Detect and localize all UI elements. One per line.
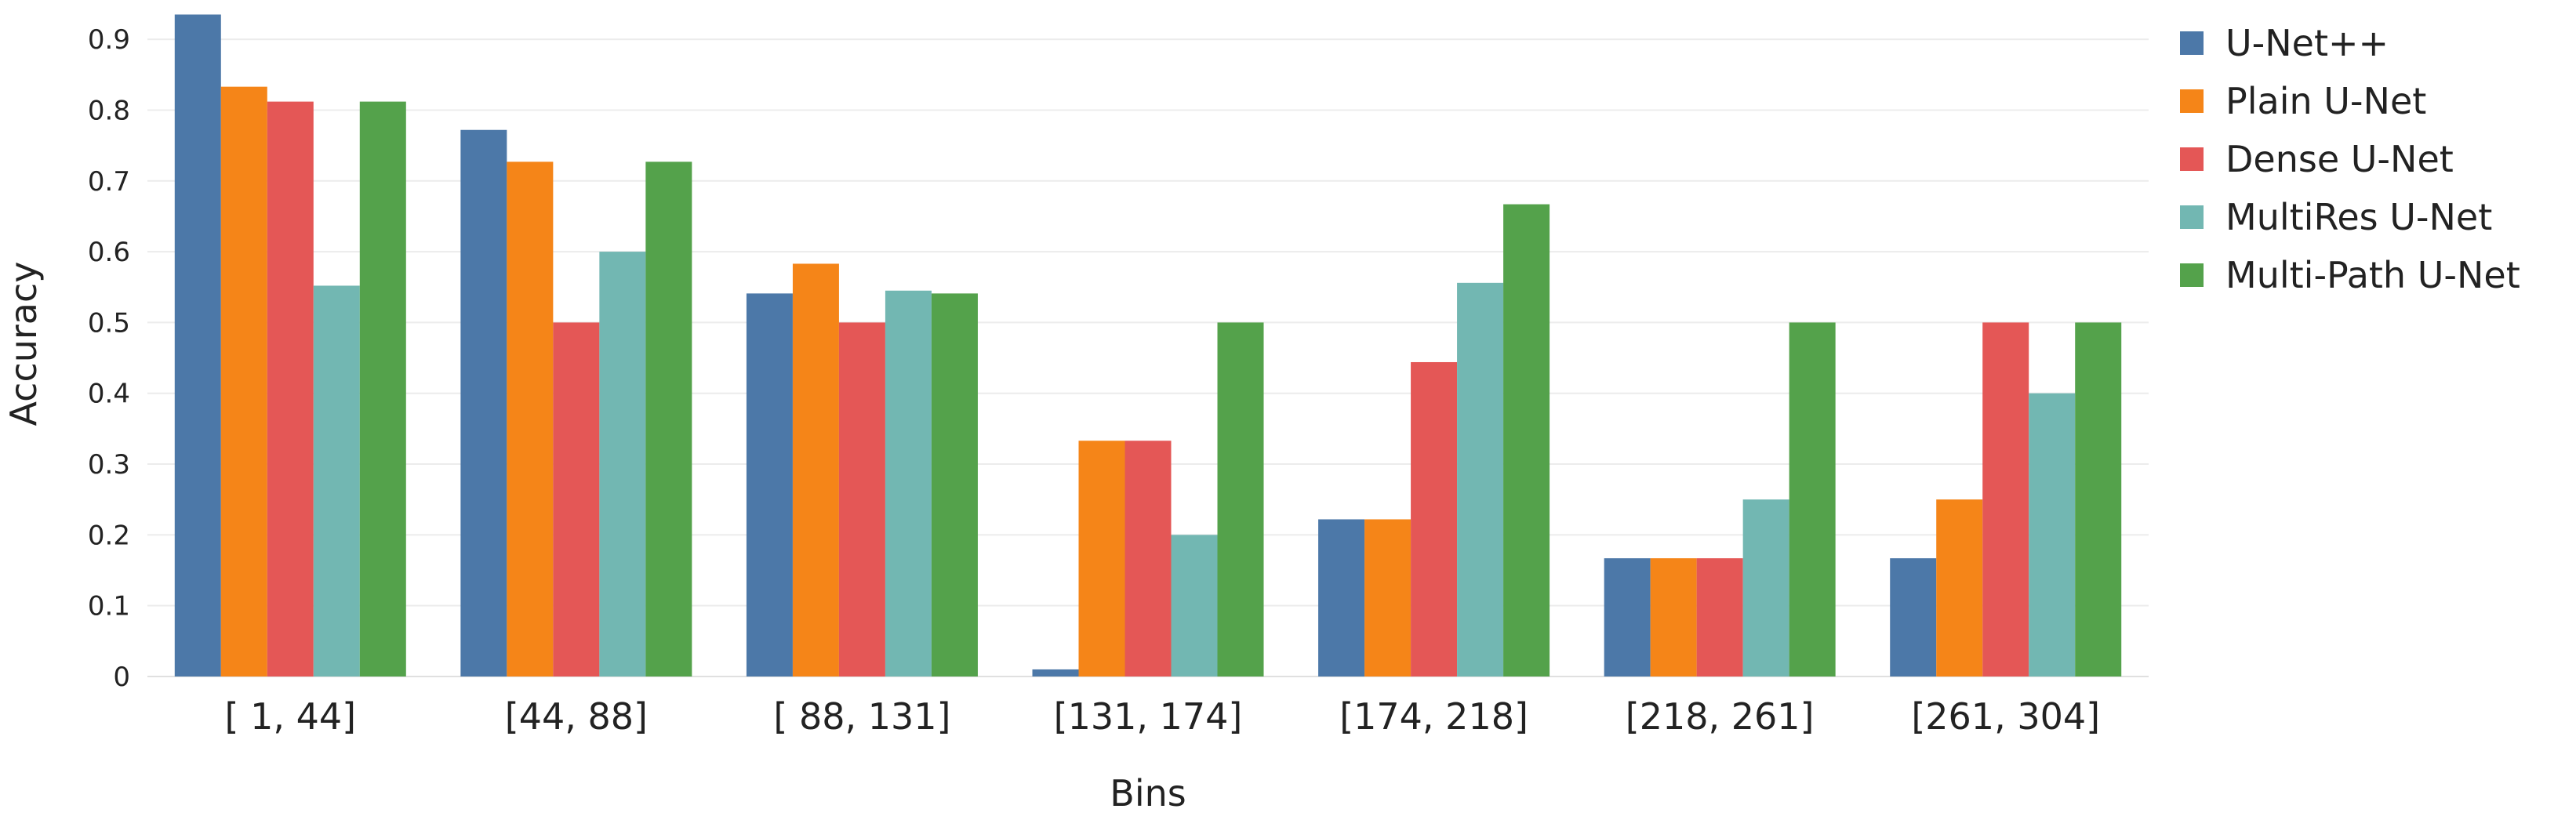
bar[interactable] — [1982, 322, 2029, 676]
bar[interactable] — [359, 101, 406, 676]
legend-item[interactable]: Multi-Path U-Net — [2180, 254, 2520, 296]
y-tick-label: 0.5 — [88, 307, 130, 339]
y-tick-label: 0.2 — [88, 520, 130, 551]
bar[interactable] — [885, 290, 932, 676]
bar[interactable] — [2029, 393, 2076, 676]
bar[interactable] — [2075, 322, 2122, 676]
x-tick-label: [174, 218] — [1339, 695, 1528, 738]
bar[interactable] — [313, 285, 360, 676]
x-tick-label: [261, 304] — [1911, 695, 2100, 738]
x-tick-label: [44, 88] — [505, 695, 648, 738]
legend-label: Plain U-Net — [2225, 80, 2426, 122]
y-tick-label: 0.1 — [88, 591, 130, 622]
y-tick-label: 0 — [113, 662, 130, 693]
bar[interactable] — [174, 14, 221, 677]
legend-swatch — [2180, 89, 2204, 113]
x-tick-label: [ 1, 44] — [225, 695, 357, 738]
x-tick-label: [ 88, 131] — [773, 695, 950, 738]
bar[interactable] — [507, 161, 554, 677]
y-tick-label: 0.9 — [88, 24, 130, 56]
legend-label: Dense U-Net — [2225, 138, 2454, 180]
legend-item[interactable]: Plain U-Net — [2180, 80, 2426, 122]
y-tick-label: 0.4 — [88, 379, 130, 410]
bar[interactable] — [267, 101, 314, 676]
bar[interactable] — [460, 129, 507, 676]
bar[interactable] — [1890, 558, 1937, 676]
bar[interactable] — [1318, 519, 1365, 676]
y-axis-title: Accuracy — [2, 261, 45, 426]
legend-swatch — [2180, 147, 2204, 171]
legend-swatch — [2180, 31, 2204, 55]
bar[interactable] — [1742, 499, 1789, 676]
bar[interactable] — [1171, 535, 1218, 676]
bar[interactable] — [1411, 361, 1458, 676]
x-tick-label: [131, 174] — [1054, 695, 1243, 738]
legend-item[interactable]: MultiRes U-Net — [2180, 196, 2492, 238]
legend-label: MultiRes U-Net — [2225, 196, 2492, 238]
bar[interactable] — [1789, 322, 1836, 676]
legend[interactable]: U-Net++ Plain U-Net Dense U-Net MultiRes U-… — [2180, 22, 2520, 296]
legend-item[interactable]: U-Net++ — [2180, 22, 2389, 64]
bar[interactable] — [1457, 282, 1504, 676]
bar[interactable] — [1032, 669, 1079, 676]
bar[interactable] — [838, 322, 885, 676]
bar[interactable] — [599, 252, 646, 677]
legend-label: U-Net++ — [2225, 22, 2389, 64]
x-axis-title: Bins — [1110, 772, 1186, 814]
bar[interactable] — [746, 293, 793, 676]
bar[interactable] — [1696, 558, 1743, 676]
bar[interactable] — [1078, 441, 1125, 676]
y-tick-label: 0.6 — [88, 237, 130, 268]
bar[interactable] — [220, 86, 267, 677]
y-tick-label: 0.3 — [88, 449, 130, 481]
bar[interactable] — [1650, 558, 1697, 676]
legend-label: Multi-Path U-Net — [2225, 254, 2520, 296]
bar[interactable] — [1364, 519, 1412, 676]
bar[interactable] — [1503, 204, 1550, 676]
legend-item[interactable]: Dense U-Net — [2180, 138, 2454, 180]
y-tick-label: 0.7 — [88, 166, 130, 198]
y-axis-ticks: 0 0.1 0.2 0.3 0.4 0.5 0.6 0.7 0.8 0.9 — [88, 24, 130, 693]
bar[interactable] — [1125, 441, 1172, 676]
bars — [174, 14, 2122, 677]
legend-swatch — [2180, 205, 2204, 229]
x-tick-label: [218, 261] — [1626, 695, 1815, 738]
bar[interactable] — [645, 161, 692, 677]
bar[interactable] — [1217, 322, 1264, 676]
y-tick-label: 0.8 — [88, 95, 130, 126]
x-axis-ticks: [ 1, 44] [44, 88] [ 88, 131] [131, 174] [174… — [225, 695, 2101, 738]
bar[interactable] — [1936, 499, 1983, 676]
bar[interactable] — [792, 263, 839, 677]
bar[interactable] — [553, 322, 600, 676]
bar[interactable] — [931, 293, 978, 676]
bar[interactable] — [1604, 558, 1651, 676]
legend-swatch — [2180, 263, 2204, 287]
